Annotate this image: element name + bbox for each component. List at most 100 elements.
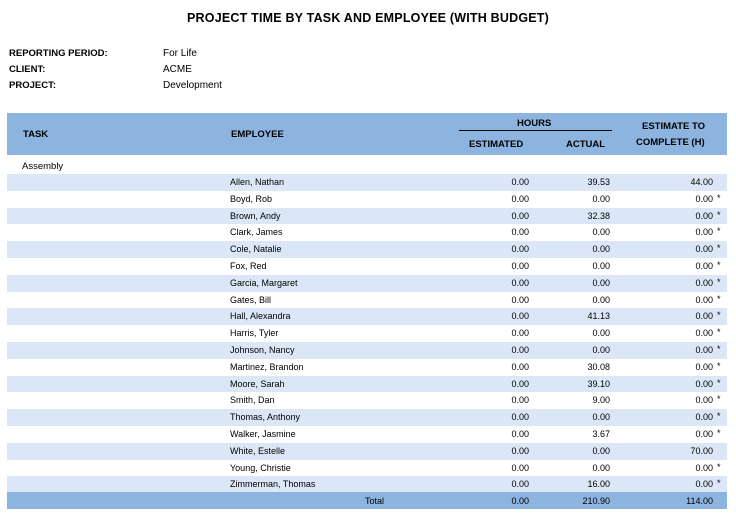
estimated-cell: 0.00 xyxy=(511,328,529,339)
table-row: Garcia, Margaret 0.00 0.00 0.00 * xyxy=(7,274,727,292)
table-row: Johnson, Nancy 0.00 0.00 0.00 * xyxy=(7,341,727,359)
project-value: Development xyxy=(163,80,222,91)
total-etc: 114.00 xyxy=(686,496,713,506)
employee-cell: Fox, Red xyxy=(230,260,267,271)
project-label: PROJECT: xyxy=(9,80,56,91)
col-employee: EMPLOYEE xyxy=(231,129,284,140)
employee-cell: Hall, Alexandra xyxy=(230,311,291,322)
estimated-cell: 0.00 xyxy=(511,210,529,221)
employee-cell: Thomas, Anthony xyxy=(230,412,301,423)
table-row: Smith, Dan 0.00 9.00 0.00 * xyxy=(7,392,727,409)
employee-cell: Johnson, Nancy xyxy=(230,344,295,355)
table-row: Cole, Natalie 0.00 0.00 0.00 * xyxy=(7,241,727,258)
etc-cell: 0.00 xyxy=(695,462,713,473)
estimated-cell: 0.00 xyxy=(511,244,529,255)
actual-cell: 0.00 xyxy=(592,227,610,238)
actual-cell: 0.00 xyxy=(592,445,610,456)
actual-cell: 0.00 xyxy=(592,328,610,339)
etc-cell: 0.00 xyxy=(695,277,713,288)
actual-cell: 9.00 xyxy=(592,395,610,406)
total-estimated: 0.00 xyxy=(511,496,529,506)
actual-cell: 0.00 xyxy=(592,193,610,204)
employee-cell: Boyd, Rob xyxy=(230,193,273,204)
actual-cell: 0.00 xyxy=(592,462,610,473)
table-header: TASK EMPLOYEE HOURS ESTIMATED ACTUAL EST… xyxy=(7,113,727,155)
flag-cell: * xyxy=(717,377,721,388)
estimated-cell: 0.00 xyxy=(511,294,529,305)
employee-cell: White, Estelle xyxy=(230,445,286,456)
etc-cell: 0.00 xyxy=(695,328,713,339)
flag-cell: * xyxy=(717,411,721,422)
etc-cell: 0.00 xyxy=(695,378,713,389)
estimated-cell: 0.00 xyxy=(511,479,529,490)
employee-cell: Young, Christie xyxy=(230,462,291,473)
estimated-cell: 0.00 xyxy=(511,361,529,372)
flag-cell: * xyxy=(717,461,721,472)
flag-cell: * xyxy=(717,427,721,438)
actual-cell: 0.00 xyxy=(592,344,610,355)
total-actual: 210.90 xyxy=(582,496,610,506)
flag-cell: * xyxy=(717,310,721,321)
etc-cell: 0.00 xyxy=(695,193,713,204)
table-row: Martinez, Brandon 0.00 30.08 0.00 * xyxy=(7,359,727,376)
flag-cell: * xyxy=(717,327,721,338)
table-row: Harris, Tyler 0.00 0.00 0.00 * xyxy=(7,325,727,342)
etc-cell: 0.00 xyxy=(695,395,713,406)
table-row: Thomas, Anthony 0.00 0.00 0.00 * xyxy=(7,409,727,426)
table-row: Hall, Alexandra 0.00 41.13 0.00 * xyxy=(7,308,727,326)
estimated-cell: 0.00 xyxy=(511,462,529,473)
col-estimated: ESTIMATED xyxy=(469,139,524,150)
estimated-cell: 0.00 xyxy=(511,378,529,389)
flag-cell: * xyxy=(717,478,721,489)
table-row: White, Estelle 0.00 0.00 70.00 xyxy=(7,442,727,460)
client-label: CLIENT: xyxy=(9,64,46,75)
flag-cell: * xyxy=(717,243,721,254)
estimated-cell: 0.00 xyxy=(511,395,529,406)
reporting-period-value: For Life xyxy=(163,48,197,59)
report-title: PROJECT TIME BY TASK AND EMPLOYEE (WITH … xyxy=(187,11,549,25)
flag-cell: * xyxy=(717,209,721,220)
flag-cell: * xyxy=(717,360,721,371)
actual-cell: 39.10 xyxy=(587,378,610,389)
actual-cell: 41.13 xyxy=(587,311,610,322)
employee-cell: Zimmerman, Thomas xyxy=(230,479,316,490)
etc-cell: 0.00 xyxy=(695,344,713,355)
flag-cell: * xyxy=(717,259,721,270)
flag-cell: * xyxy=(717,343,721,354)
etc-cell: 0.00 xyxy=(695,244,713,255)
employee-cell: Moore, Sarah xyxy=(230,378,285,389)
actual-cell: 39.53 xyxy=(587,177,610,187)
etc-cell: 0.00 xyxy=(695,428,713,439)
employee-cell: Cole, Natalie xyxy=(230,244,282,255)
hours-divider xyxy=(459,130,612,131)
estimated-cell: 0.00 xyxy=(511,193,529,204)
employee-cell: Gates, Bill xyxy=(230,294,272,305)
table-row: Fox, Red 0.00 0.00 0.00 * xyxy=(7,258,727,275)
col-etc-line2: COMPLETE (H) xyxy=(636,137,705,148)
estimated-cell: 0.00 xyxy=(511,260,529,271)
actual-cell: 0.00 xyxy=(592,277,610,288)
actual-cell: 0.00 xyxy=(592,244,610,255)
employee-cell: Smith, Dan xyxy=(230,395,275,406)
actual-cell: 0.00 xyxy=(592,412,610,423)
table-row: Moore, Sarah 0.00 39.10 0.00 * xyxy=(7,375,727,393)
etc-cell: 70.00 xyxy=(690,445,713,456)
table-row: Zimmerman, Thomas 0.00 16.00 0.00 * xyxy=(7,476,727,494)
etc-cell: 0.00 xyxy=(695,311,713,322)
etc-cell: 44.00 xyxy=(690,177,713,187)
employee-cell: Martinez, Brandon xyxy=(230,361,304,372)
estimated-cell: 0.00 xyxy=(511,445,529,456)
employee-cell: Harris, Tyler xyxy=(230,328,279,339)
actual-cell: 16.00 xyxy=(587,479,610,490)
etc-cell: 0.00 xyxy=(695,210,713,221)
table-body: Allen, Nathan 0.00 39.53 44.00 Boyd, Rob 0.00… xyxy=(7,174,727,494)
actual-cell: 0.00 xyxy=(592,260,610,271)
col-etc-line1: ESTIMATE TO xyxy=(642,121,705,132)
estimated-cell: 0.00 xyxy=(511,344,529,355)
etc-cell: 0.00 xyxy=(695,227,713,238)
etc-cell: 0.00 xyxy=(695,479,713,490)
estimated-cell: 0.00 xyxy=(511,428,529,439)
employee-cell: Clark, James xyxy=(230,227,283,238)
employee-cell: Brown, Andy xyxy=(230,210,281,221)
employee-cell: Garcia, Margaret xyxy=(230,277,298,288)
